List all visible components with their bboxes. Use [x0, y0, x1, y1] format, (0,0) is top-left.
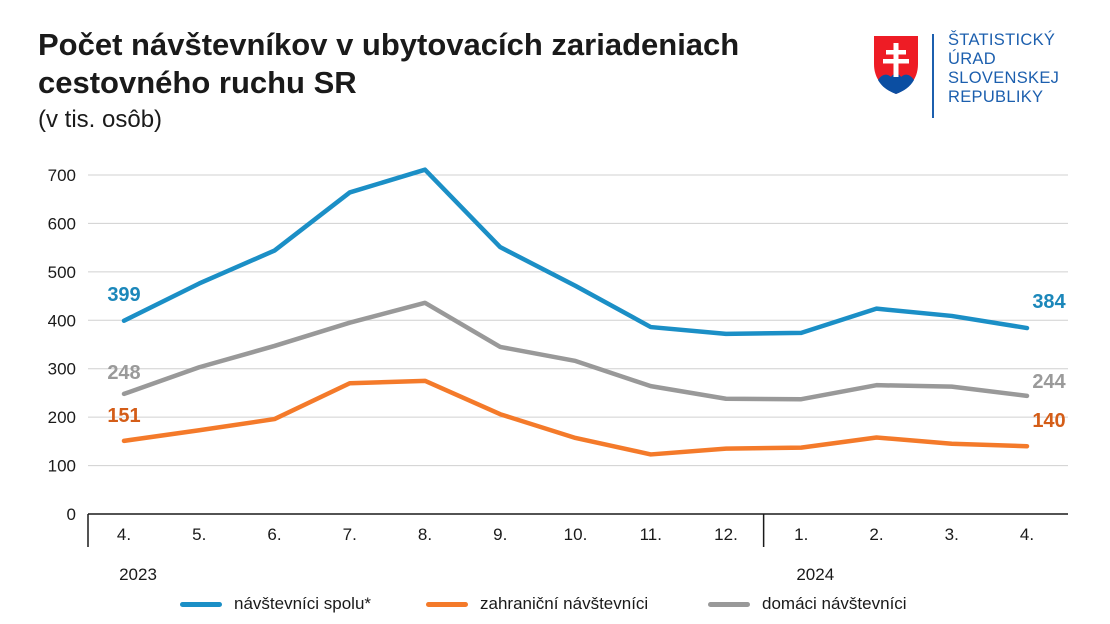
chart-legend: návštevníci spolu* zahraniční návštevníc… — [0, 594, 1110, 618]
x-tick-label: 1. — [794, 525, 808, 544]
data-label-first: 399 — [107, 284, 140, 306]
legend-item-domestic: domáci návštevníci — [708, 594, 907, 614]
y-tick-label: 700 — [48, 166, 76, 185]
series-line-0 — [121, 167, 1030, 337]
legend-swatch-foreign — [426, 601, 468, 607]
y-tick-label: 200 — [48, 408, 76, 427]
series-line-2 — [121, 300, 1030, 402]
data-label-last: 140 — [1032, 410, 1065, 432]
y-tick-label: 400 — [48, 311, 76, 330]
data-label-first: 248 — [107, 362, 140, 384]
x-tick-label: 5. — [192, 525, 206, 544]
x-tick-label: 10. — [564, 525, 588, 544]
slovak-coat-of-arms-icon — [874, 36, 918, 94]
data-label-last: 384 — [1032, 291, 1066, 313]
legend-label-domestic: domáci návštevníci — [762, 594, 907, 613]
chart-subtitle: (v tis. osôb) — [38, 106, 163, 133]
legend-item-total: návštevníci spolu* — [180, 594, 371, 614]
logo-line: ÚRAD — [948, 50, 996, 68]
x-tick-label: 2. — [869, 525, 883, 544]
legend-item-foreign: zahraniční návštevníci — [426, 594, 648, 614]
logo-divider — [932, 34, 934, 118]
x-tick-label: 8. — [418, 525, 432, 544]
y-tick-label: 300 — [48, 360, 76, 379]
x-tick-label: 11. — [640, 525, 662, 544]
x-tick-label: 12. — [714, 525, 738, 544]
year-label: 2024 — [796, 565, 834, 584]
x-tick-label: 9. — [493, 525, 507, 544]
x-tick-label: 4. — [1020, 525, 1034, 544]
chart-title: Počet návštevníkov v ubytovacích zariade… — [38, 27, 740, 100]
series-line-1 — [121, 378, 1030, 457]
data-label-last: 244 — [1032, 371, 1066, 393]
y-tick-label: 600 — [48, 214, 76, 233]
legend-swatch-domestic — [708, 601, 750, 607]
logo-text: ŠTATISTICKÝ ÚRAD SLOVENSKEJ REPUBLIKY — [948, 31, 1108, 107]
logo-line: ŠTATISTICKÝ — [948, 31, 1056, 49]
y-tick-label: 500 — [48, 263, 76, 282]
y-tick-label: 0 — [67, 505, 76, 524]
legend-label-foreign: zahraniční návštevníci — [480, 594, 649, 613]
x-tick-label: 3. — [945, 525, 959, 544]
logo-line: REPUBLIKY — [948, 88, 1044, 106]
x-tick-label: 6. — [267, 525, 281, 544]
data-label-first: 151 — [107, 405, 140, 427]
y-tick-label: 100 — [48, 457, 76, 476]
legend-swatch-total — [180, 601, 222, 607]
legend-label-total: návštevníci spolu* — [234, 594, 372, 613]
year-label: 2023 — [119, 565, 157, 584]
x-tick-label: 4. — [117, 525, 131, 544]
x-tick-label: 7. — [343, 525, 357, 544]
logo-line: SLOVENSKEJ — [948, 69, 1060, 87]
